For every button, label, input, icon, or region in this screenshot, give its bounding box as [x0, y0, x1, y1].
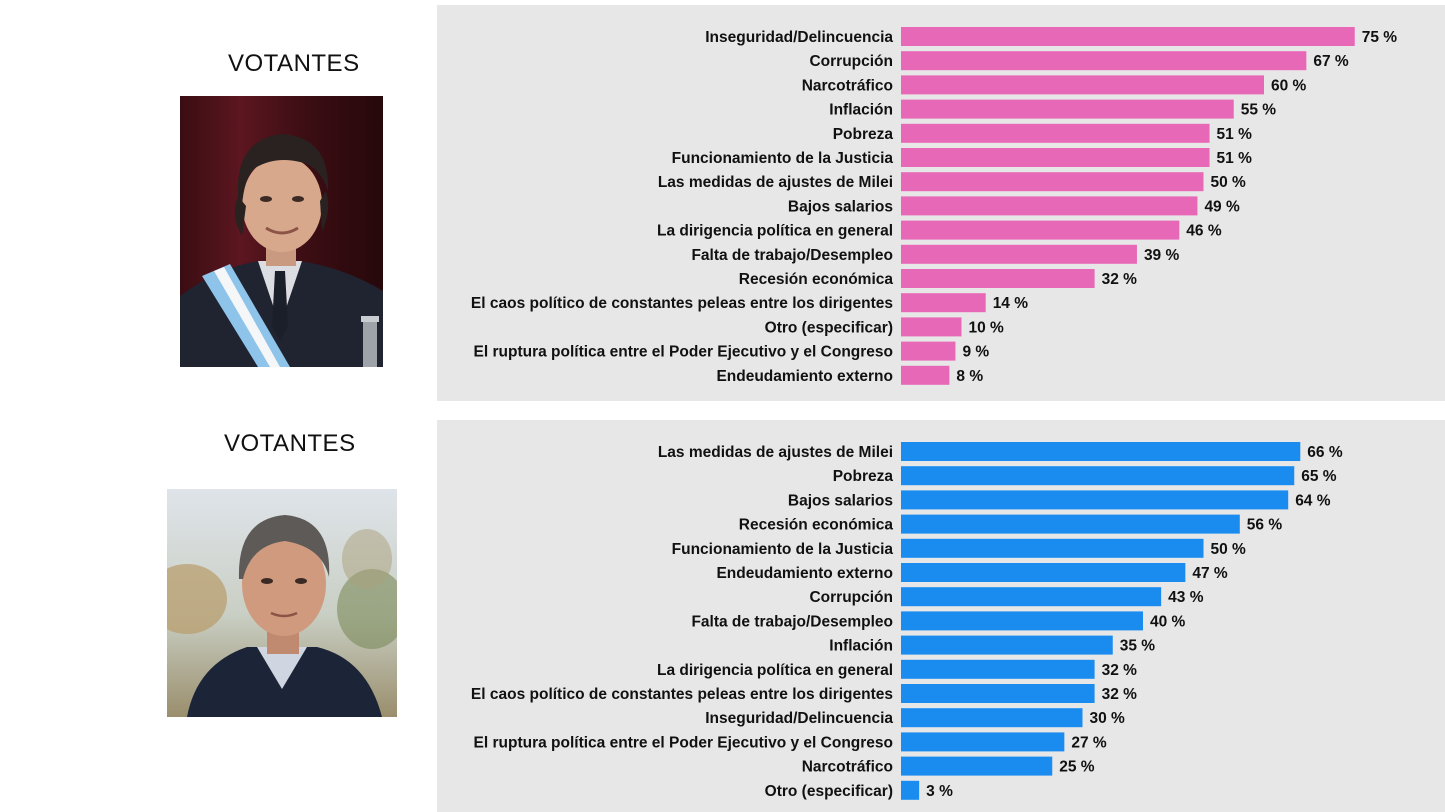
panel-2-title: VOTANTES	[224, 430, 356, 457]
panel-1-portrait-photo	[180, 96, 383, 367]
chart-1-background	[437, 5, 1445, 401]
chart-2-background	[437, 420, 1445, 812]
panel-2-portrait-photo	[167, 489, 397, 717]
panel-1-title: VOTANTES	[228, 50, 360, 77]
